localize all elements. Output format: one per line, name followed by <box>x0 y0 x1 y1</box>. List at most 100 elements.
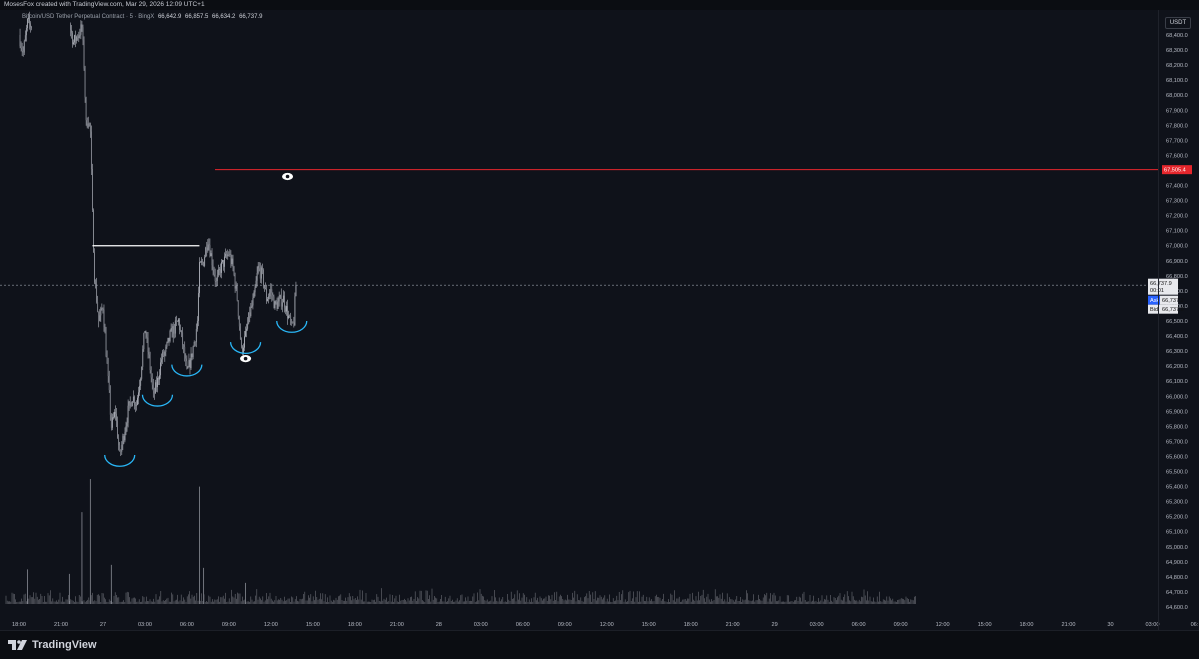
price-tick-label: 66,500.0 <box>1166 319 1188 325</box>
price-tick-label: 65,600.0 <box>1166 454 1188 460</box>
candle-body <box>19 35 21 47</box>
candle-body <box>215 280 217 282</box>
price-tick-label: 68,400.0 <box>1166 33 1188 39</box>
time-tick-label: 09:00 <box>222 622 236 628</box>
candle-body <box>70 24 71 30</box>
ohlc-open: 66,642.9 <box>157 14 182 20</box>
candle-body <box>123 436 125 441</box>
price-tick-label: 68,200.0 <box>1166 63 1188 69</box>
candle-body <box>230 254 232 265</box>
currency-selector[interactable]: USDT <box>1165 17 1191 29</box>
candle-body <box>253 292 255 298</box>
last-price-tag: 66,737.9 <box>1148 278 1178 288</box>
time-tick-label: 21:00 <box>54 622 68 628</box>
candle-body <box>295 285 297 297</box>
candle-body <box>73 42 74 44</box>
candle-body <box>285 307 286 312</box>
attribution-bar: MosesFox created with TradingView.com, M… <box>0 0 1199 10</box>
candle-body <box>146 337 148 338</box>
price-chart[interactable]: 68,400.0 68,300.0 68,200.0 68,100.0 68,000.0… <box>0 0 1199 630</box>
time-tick-label: 03:00 <box>1145 622 1159 628</box>
time-tick-label: 12:00 <box>264 622 278 628</box>
price-tick-label: 65,800.0 <box>1166 424 1188 430</box>
symbol-legend[interactable]: Bitcoin/USD Tether Perpetual Contract · … <box>22 14 262 20</box>
candle-body <box>254 287 256 293</box>
candle-body <box>229 254 231 255</box>
time-tick-label: 21:00 <box>1062 622 1076 628</box>
candle-body <box>141 366 143 379</box>
candle-body <box>159 375 160 380</box>
candle-body <box>137 397 138 405</box>
price-tick-label: 66,300.0 <box>1166 349 1188 355</box>
candle-body <box>97 301 99 312</box>
candle-body <box>133 396 135 405</box>
candle-body <box>273 296 275 309</box>
candle-body <box>127 405 129 423</box>
candle-body <box>74 35 75 43</box>
candle-body <box>266 288 267 302</box>
candle-body <box>138 392 139 398</box>
axis-divider <box>1158 10 1159 630</box>
candle-body <box>246 328 248 332</box>
candle-body <box>135 404 136 406</box>
price-axis[interactable]: 68,400.0 68,300.0 68,200.0 68,100.0 68,000.0… <box>1166 33 1188 611</box>
price-tick-label: 67,000.0 <box>1166 244 1188 250</box>
candle-body <box>96 283 98 302</box>
candle-body <box>255 280 257 288</box>
candle-body <box>75 35 77 41</box>
candle-body <box>197 293 199 321</box>
time-tick-label: 18:00 <box>1020 622 1034 628</box>
candle-body <box>242 346 243 353</box>
candle-body <box>115 412 116 414</box>
candle-body <box>290 315 292 323</box>
price-tick-label: 66,400.0 <box>1166 334 1188 340</box>
alert-price-tag-bg <box>1162 165 1192 175</box>
tradingview-logo[interactable]: TradingView <box>8 639 97 651</box>
candle-body <box>88 123 90 125</box>
time-tick-label: 21:00 <box>726 622 740 628</box>
candle-body <box>147 337 149 352</box>
candle-body <box>207 244 209 251</box>
annotations[interactable] <box>104 172 308 467</box>
bid-label-tag-text: Bid <box>1150 307 1158 313</box>
candle-body <box>222 260 223 263</box>
candle-body <box>291 321 293 323</box>
ask-label-tag: Ask <box>1148 295 1160 305</box>
alert-price-tag-text: 67,505.4 <box>1164 168 1186 174</box>
candle-body <box>206 247 208 251</box>
candle-body <box>195 328 197 343</box>
candle-body <box>191 353 193 358</box>
candle-body <box>217 269 219 276</box>
price-tick-label: 64,800.0 <box>1166 575 1188 581</box>
candle-body <box>130 402 132 407</box>
time-tick-label: 18:00 <box>684 622 698 628</box>
candle-body <box>278 297 280 302</box>
candle-body <box>20 46 22 48</box>
candle-body <box>169 330 171 342</box>
time-axis[interactable]: 18:00 21:00 27 03:00 06:00 09:00 12:00 15:00 18:… <box>12 622 1199 628</box>
candle-body <box>71 29 72 33</box>
time-tick-label: 03:00 <box>138 622 152 628</box>
candle-body <box>247 323 249 329</box>
horizontal-levels[interactable] <box>0 169 1158 286</box>
candle-body <box>180 330 181 331</box>
candle-body <box>269 292 271 297</box>
candle-body <box>161 359 163 363</box>
candle-body <box>86 120 88 128</box>
candle-body <box>113 417 114 418</box>
candle-body <box>174 320 176 334</box>
price-tick-label: 68,300.0 <box>1166 48 1188 54</box>
candle-body <box>218 269 220 270</box>
candle-body <box>25 27 27 36</box>
candle-body <box>158 377 159 380</box>
price-tick-label: 67,100.0 <box>1166 229 1188 235</box>
candle-body <box>274 301 276 309</box>
candle-body <box>154 382 156 394</box>
candle-body <box>279 295 281 298</box>
ask-label-tag-text: Ask <box>1150 298 1160 304</box>
candle-body <box>199 262 200 294</box>
candle-body <box>272 295 274 297</box>
candle-body <box>163 351 165 356</box>
price-tick-label: 65,200.0 <box>1166 515 1188 521</box>
